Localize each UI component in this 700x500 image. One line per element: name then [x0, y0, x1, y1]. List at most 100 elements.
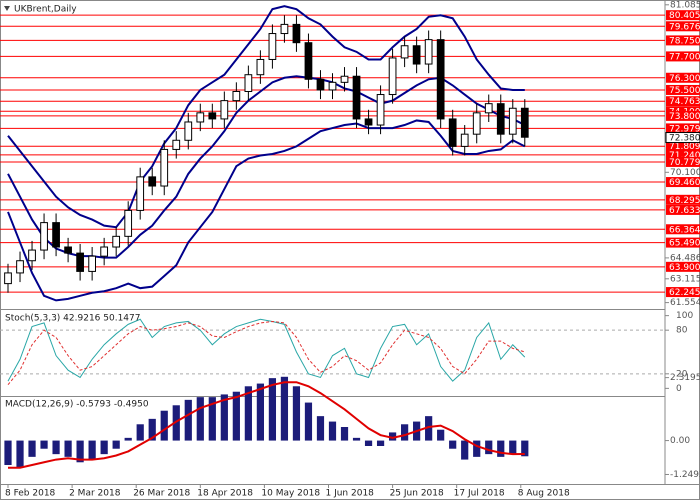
level-box	[666, 35, 700, 46]
macd-bar	[196, 397, 204, 441]
macd-bar	[160, 410, 168, 441]
macd-bar	[64, 440, 72, 457]
macd-bar	[280, 376, 289, 441]
signal-line	[8, 381, 525, 469]
macd-bar	[497, 440, 505, 457]
macd-bar	[352, 437, 361, 441]
level-label: 80.405	[669, 11, 700, 21]
x-tick-label: 1 Jun 2018	[325, 489, 374, 499]
macd-bar	[401, 424, 409, 441]
macd-bar	[521, 440, 529, 457]
candle-body	[280, 23, 289, 35]
candle-body	[268, 33, 277, 60]
candle-body	[76, 252, 84, 272]
panel-title: Stoch(5,3,3) 42.9216 50.1477	[5, 314, 140, 324]
candle-body	[460, 133, 469, 147]
x-tick-label: 8 Aug 2018	[518, 489, 570, 499]
y-tick-label: 81.085	[670, 0, 700, 10]
y-tick-label: 80	[676, 326, 688, 336]
macd-bar	[28, 440, 36, 457]
macd-bar	[52, 440, 60, 455]
candle-body	[88, 255, 96, 272]
candle-body	[112, 235, 121, 248]
macd-bar	[292, 386, 301, 441]
x-tick-label: 17 Jul 2018	[454, 489, 505, 499]
candle-body	[436, 39, 445, 120]
level-label: 69.460	[669, 178, 700, 188]
level-box	[666, 96, 700, 107]
macd-bar	[16, 440, 24, 468]
menu-icon	[4, 6, 10, 11]
macd-bar	[328, 421, 337, 441]
level-box	[666, 21, 700, 32]
candle-body	[196, 112, 205, 123]
candle-body	[172, 139, 181, 150]
level-box	[666, 123, 700, 134]
macd-bar	[40, 440, 48, 449]
level-box	[666, 149, 700, 160]
level-box	[666, 194, 700, 205]
level-box	[666, 51, 700, 62]
macd-bar	[425, 416, 433, 441]
macd-bar	[220, 394, 228, 441]
level-label: 67.633	[669, 206, 700, 216]
level-label: 79.676	[669, 22, 700, 32]
candle-body	[64, 246, 72, 254]
level-box	[666, 84, 700, 95]
current-price-label: 72.380	[669, 134, 700, 144]
candle-body	[52, 222, 60, 248]
candle-body	[484, 103, 493, 114]
macd-bar	[100, 440, 108, 455]
level-box	[666, 110, 700, 121]
y-tick-label: -1.2492	[670, 470, 700, 480]
candle-body	[28, 249, 36, 262]
level-box	[666, 237, 700, 248]
stoch-line	[7, 320, 525, 386]
macd-bar	[268, 378, 277, 441]
macd-bar	[88, 440, 96, 460]
x-tick-label: 10 May 2018	[261, 489, 320, 499]
level-label: 74.763	[669, 97, 700, 107]
macd-bar	[244, 386, 252, 441]
macd-bar	[364, 440, 373, 446]
level-label: 73.800	[669, 112, 700, 122]
level-label: 71.809	[669, 142, 700, 152]
candle-body	[40, 222, 48, 251]
macd-bar	[388, 432, 397, 441]
candle-body	[328, 81, 337, 91]
y-tick-label: 2.3195	[670, 373, 700, 383]
level-box	[666, 141, 700, 152]
y-tick-label: 64.486	[670, 253, 700, 263]
candle-body	[388, 57, 397, 96]
candle-body	[352, 75, 361, 120]
macd-bar	[304, 402, 313, 441]
candle-body	[292, 23, 301, 44]
y-tick-label: 63.115	[670, 274, 700, 284]
level-label: 78.750	[669, 36, 700, 46]
level-label: 66.364	[669, 225, 700, 235]
y-tick-label: 100	[676, 311, 693, 321]
level-label: 76.300	[669, 74, 700, 84]
panel-title: MACD(12,26,9) -0.5793 -0.4950	[5, 400, 149, 410]
level-label: 72.979	[669, 124, 700, 134]
macd-bar	[136, 424, 144, 441]
level-box	[666, 287, 700, 298]
macd-bar	[208, 397, 216, 441]
candle-body	[340, 75, 349, 83]
macd-bar	[256, 383, 264, 441]
level-box	[666, 156, 700, 167]
level-box	[666, 204, 700, 215]
macd-bar	[184, 399, 192, 441]
candle-body	[304, 42, 313, 80]
bollinger-band	[7, 119, 526, 302]
level-label: 62.245	[669, 288, 700, 298]
candle-body	[472, 112, 481, 135]
x-tick-label: 2 Mar 2018	[69, 489, 121, 499]
macd-bar	[437, 429, 445, 441]
level-box	[666, 224, 700, 235]
level-label: 65.490	[669, 239, 700, 249]
candle-body	[244, 74, 253, 92]
level-label: 68.295	[669, 196, 700, 206]
level-box	[666, 10, 700, 21]
candle-body	[220, 100, 229, 120]
